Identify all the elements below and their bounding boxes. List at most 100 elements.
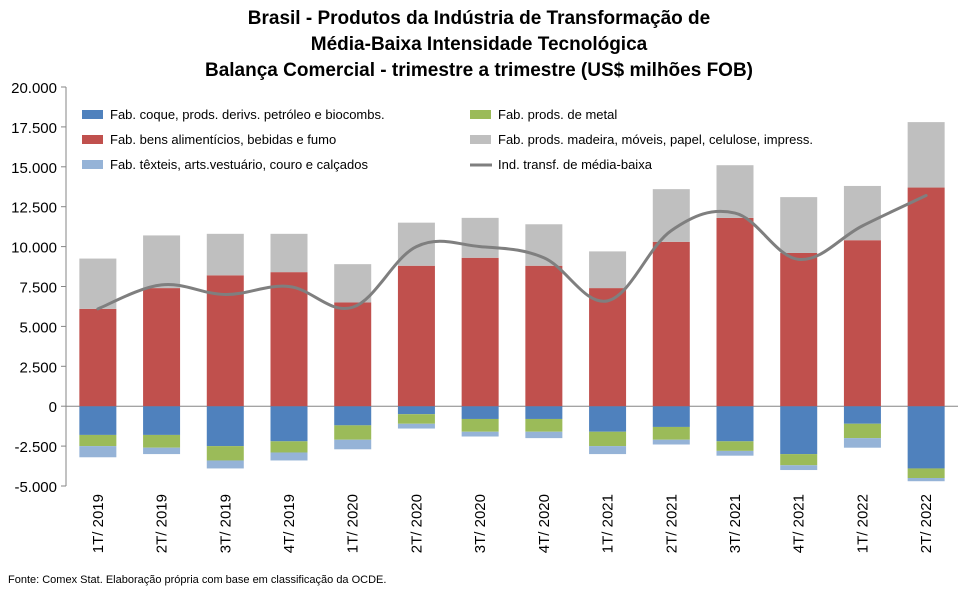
- bar-segment-series-2: [716, 217, 754, 407]
- bar-segment-series-2: [461, 257, 499, 407]
- y-tick-label: 7.500: [19, 280, 57, 297]
- bar-segment-series-1: [525, 418, 563, 432]
- bar-segment-series-1: [589, 431, 627, 447]
- x-tick-label: 1T/ 2021: [600, 494, 617, 553]
- bar-segment-series-3: [397, 222, 435, 266]
- x-tick-label: 2T/ 2019: [154, 494, 171, 553]
- bar-segment-series-2: [907, 187, 945, 407]
- x-tick-label: 3T/ 2021: [727, 494, 744, 553]
- bar-segment-series-4: [716, 450, 754, 456]
- y-tick-label: 12.500: [11, 200, 57, 217]
- x-tick-label: 1T/ 2020: [345, 494, 362, 553]
- bar-segment-series-2: [206, 275, 244, 407]
- bar-segment-series-3: [589, 251, 627, 289]
- chart-title: Brasil - Produtos da Indústria de Transf…: [0, 6, 958, 84]
- bar-segment-series-4: [397, 423, 435, 429]
- x-tick-label: 3T/ 2020: [472, 494, 489, 553]
- x-tick-label: 1T/ 2022: [854, 494, 871, 553]
- bar-segment-series-2: [525, 265, 563, 407]
- x-tick-label: 3T/ 2019: [217, 494, 234, 553]
- legend-swatch: [470, 135, 491, 144]
- bar-segment-series-3: [525, 224, 563, 266]
- y-tick-label: 20.000: [11, 80, 57, 97]
- bar-segment-series-1: [79, 434, 117, 447]
- y-tick-label: 0: [49, 399, 57, 416]
- bar-segment-series-2: [79, 308, 117, 407]
- bar-segment-series-3: [334, 264, 372, 303]
- bar-segment-series-0: [525, 406, 563, 419]
- bar-segment-series-1: [780, 454, 818, 466]
- line-series-ind-transf: [96, 194, 928, 311]
- y-tick-label: 10.000: [11, 240, 57, 257]
- bar-segment-series-4: [907, 478, 945, 482]
- bar-segment-series-4: [334, 439, 372, 450]
- bar-segment-series-1: [334, 425, 372, 440]
- x-tick-label: 4T/ 2021: [791, 494, 808, 553]
- bar-segment-series-3: [843, 185, 881, 241]
- bar-segment-series-4: [206, 460, 244, 469]
- x-tick-label: 2T/ 2022: [918, 494, 935, 553]
- legend-label: Fab. têxteis, arts.vestuário, couro e ca…: [110, 157, 368, 172]
- legend-label: Fab. coque, prods. derivs. petróleo e bi…: [110, 107, 385, 122]
- chart-title-line-1: Brasil - Produtos da Indústria de Transf…: [247, 8, 711, 29]
- legend-label: Fab. prods. madeira, móveis, papel, celu…: [498, 132, 813, 147]
- bar-segment-series-3: [907, 122, 945, 188]
- bar-segment-series-1: [716, 441, 754, 451]
- bar-segment-series-3: [143, 235, 181, 289]
- bar-segment-series-0: [270, 406, 308, 442]
- source-note: Fonte: Comex Stat. Elaboração própria co…: [8, 574, 387, 586]
- bar-segment-series-3: [206, 233, 244, 276]
- bar-segment-series-0: [843, 406, 881, 424]
- legend-label: Fab. prods. de metal: [498, 107, 617, 122]
- bar-segment-series-1: [461, 418, 499, 432]
- legend-label: Fab. bens alimentícios, bebidas e fumo: [110, 132, 336, 147]
- bar-segment-series-2: [270, 272, 308, 407]
- legend-swatch: [82, 160, 103, 169]
- chart-title-line-3: Balança Comercial - trimestre a trimestr…: [204, 60, 754, 81]
- x-tick-label: 4T/ 2019: [281, 494, 298, 553]
- legend-swatch: [470, 110, 491, 119]
- bar-segment-series-1: [652, 426, 690, 440]
- bar-segment-series-0: [397, 406, 435, 415]
- bar-segment-series-2: [334, 302, 372, 407]
- x-tick-label: 1T/ 2019: [90, 494, 107, 553]
- bar-segment-series-0: [206, 406, 244, 447]
- bar-segment-series-4: [843, 438, 881, 448]
- bar-segment-series-4: [143, 447, 181, 455]
- bar-segment-series-0: [780, 406, 818, 455]
- x-tick-label: 2T/ 2020: [408, 494, 425, 553]
- bar-segment-series-0: [716, 406, 754, 442]
- x-tick-label: 2T/ 2021: [663, 494, 680, 553]
- bar-segment-series-0: [589, 406, 627, 432]
- y-tick-label: -2.500: [14, 439, 57, 456]
- bar-segment-series-2: [143, 288, 181, 407]
- bar-segment-series-4: [652, 439, 690, 445]
- bar-segment-series-4: [780, 465, 818, 471]
- bar-segment-series-2: [589, 288, 627, 407]
- y-tick-label: -5.000: [14, 479, 57, 496]
- legend-label: Ind. transf. de média-baixa: [498, 157, 653, 172]
- bar-segment-series-4: [79, 446, 117, 458]
- bar-segment-series-1: [843, 423, 881, 439]
- bar-segment-series-1: [143, 434, 181, 448]
- chart-title-line-2: Média-Baixa Intensidade Tecnológica: [310, 34, 648, 55]
- bar-segment-series-1: [270, 441, 308, 453]
- bar-segment-series-4: [525, 431, 563, 439]
- bar-segment-series-4: [270, 452, 308, 461]
- y-tick-label: 2.500: [19, 359, 57, 376]
- bar-segment-series-3: [652, 189, 690, 242]
- bar-segment-series-1: [397, 414, 435, 424]
- bar-segment-series-0: [461, 406, 499, 419]
- bar-segment-series-4: [589, 446, 627, 455]
- bar-segment-series-1: [206, 446, 244, 461]
- bar-segment-series-3: [780, 197, 818, 253]
- bar-segment-series-0: [652, 406, 690, 427]
- bar-segment-series-2: [652, 241, 690, 407]
- bar-segment-series-2: [397, 265, 435, 407]
- x-tick-label: 4T/ 2020: [536, 494, 553, 553]
- bar-segment-series-2: [843, 240, 881, 407]
- bar-segment-series-2: [780, 252, 818, 407]
- y-tick-label: 17.500: [11, 120, 57, 137]
- bar-segment-series-1: [907, 468, 945, 479]
